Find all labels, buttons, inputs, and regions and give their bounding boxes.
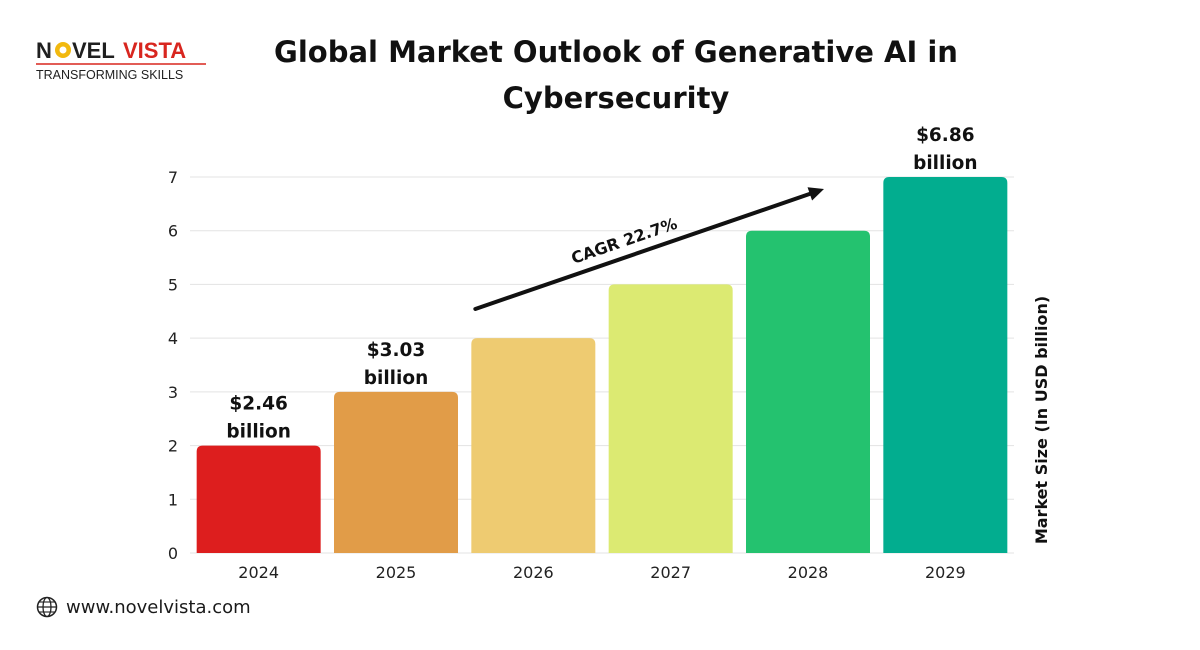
logo-text-part3: VISTA: [123, 38, 186, 63]
bar-2024: [196, 445, 321, 553]
cagr-arrow-line: [473, 191, 812, 311]
y-tick-label-0: 0: [168, 544, 178, 563]
data-labels: $2.46 billion $3.03 billion $6.86 billion: [226, 125, 977, 443]
data-label-2024-value: $2.46: [229, 394, 288, 415]
bar-2025: [334, 391, 458, 553]
chart-title-line-2: Cybersecurity: [503, 81, 730, 115]
bars: [196, 177, 1008, 553]
logo-text-part2: VEL: [72, 38, 115, 63]
x-tick-label-2025: 2025: [376, 563, 417, 582]
y-tick-label-7: 7: [168, 168, 178, 187]
chart-title-line-1: Global Market Outlook of Generative AI i…: [274, 35, 958, 69]
bar-2029: [883, 177, 1008, 553]
grid-lines: [190, 176, 1014, 554]
y-tick-label-2: 2: [168, 437, 178, 456]
y-axis-ticks: 0 1 2 3 4 5 6 7: [168, 168, 178, 563]
bar-2027: [608, 284, 733, 553]
data-label-2025-unit: billion: [364, 368, 429, 389]
y-tick-label-1: 1: [168, 490, 178, 509]
y-tick-label-4: 4: [168, 329, 178, 348]
x-tick-label-2024: 2024: [238, 563, 279, 582]
logo-text-part1: N: [36, 38, 52, 63]
y-tick-label-3: 3: [168, 383, 178, 402]
footer: www.novelvista.com: [36, 596, 251, 618]
chart-title: Global Market Outlook of Generative AI i…: [274, 35, 958, 115]
website-link[interactable]: www.novelvista.com: [66, 596, 251, 618]
bar-2028: [746, 230, 870, 553]
y-tick-label-5: 5: [168, 275, 178, 294]
y-tick-label-6: 6: [168, 222, 178, 241]
logo-tagline: TRANSFORMING SKILLS: [36, 68, 183, 82]
x-tick-label-2027: 2027: [650, 563, 691, 582]
x-tick-label-2028: 2028: [788, 563, 829, 582]
data-label-2029-unit: billion: [913, 153, 978, 174]
data-label-2029-value: $6.86: [916, 125, 975, 146]
y-axis-label: Market Size (In USD billion): [1032, 296, 1051, 544]
cagr-arrow-head: [807, 187, 824, 201]
data-label-2025-value: $3.03: [367, 340, 426, 361]
globe-icon: [36, 596, 58, 618]
data-label-2024-unit: billion: [226, 422, 291, 443]
bar-2026: [471, 338, 596, 553]
logo-o-center: [59, 46, 67, 54]
x-tick-label-2026: 2026: [513, 563, 554, 582]
x-tick-label-2029: 2029: [925, 563, 966, 582]
x-axis-ticks: 2024 2025 2026 2027 2028 2029: [238, 563, 965, 582]
novelvista-logo: N VEL VISTA TRANSFORMING SKILLS: [36, 38, 206, 82]
